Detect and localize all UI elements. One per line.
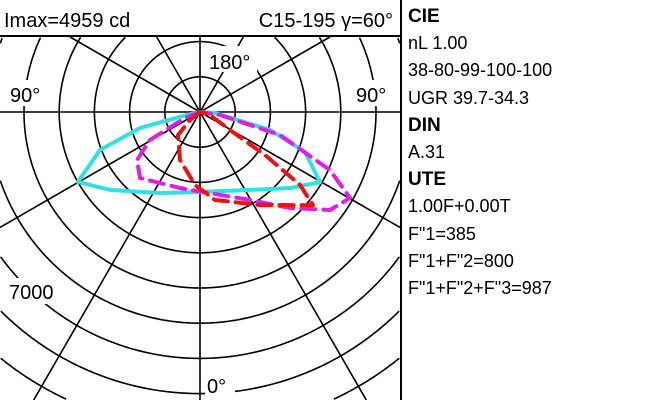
grid-circle [0, 357, 400, 400]
info-line: 1.00F+0.00T [408, 196, 511, 217]
info-line: F"1+F"2+F"3=987 [408, 278, 552, 298]
intensity-curve-1 [75, 110, 323, 195]
polar-light-distribution-chart: Imax=4959 cd C15-195 γ=60° 180° 90° 90° … [0, 10, 400, 400]
angle-label-bottom: 0° [207, 376, 226, 398]
info-line: F"1+F"2=800 [408, 250, 514, 271]
grid-spoke [0, 111, 201, 229]
info-line: F"1=385 [408, 223, 476, 244]
grid-spoke [69, 36, 201, 113]
grid-spoke [33, 111, 201, 400]
c-plane-label: C15-195 γ=60° [259, 10, 393, 32]
grid-circle [58, 36, 342, 254]
section-heading: CIE [408, 6, 440, 27]
info-line: A.31 [408, 142, 446, 162]
angle-label-top: 180° [209, 52, 250, 74]
angle-label-left: 90° [10, 85, 40, 107]
photometric-info-panel: CIE nL 1.00 38-80-99-100-100 UGR 39.7-34.3 D… [400, 0, 657, 400]
intensity-curve-2 [134, 110, 353, 212]
grid-circle [93, 36, 307, 219]
grid-spoke [199, 111, 367, 400]
angle-label-right: 90° [356, 85, 386, 107]
imax-label: Imax=4959 cd [4, 10, 130, 32]
section-heading: DIN [408, 114, 441, 136]
info-line: nL 1.00 [408, 33, 468, 54]
info-line: UGR 39.7-34.3 [408, 87, 530, 108]
grid-spoke [156, 36, 201, 113]
section-heading: UTE [408, 169, 446, 191]
intensity-curve-3 [176, 110, 315, 208]
info-line: 38-80-99-100-100 [408, 60, 553, 81]
grid-spoke [199, 36, 331, 113]
radial-scale-label: 7000 [9, 282, 54, 304]
